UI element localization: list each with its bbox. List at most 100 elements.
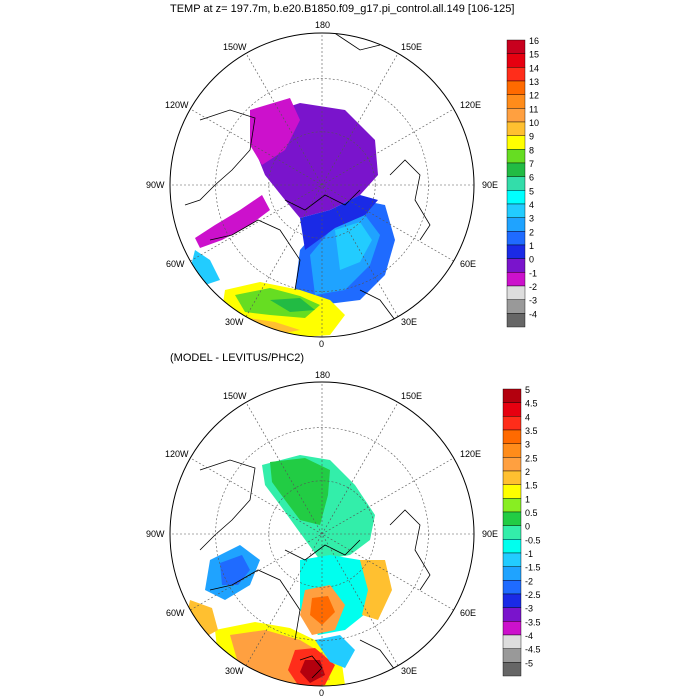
colorbar-swatch	[506, 285, 526, 300]
colorbar-swatch	[502, 621, 522, 636]
colorbar-label: 1.5	[525, 481, 538, 491]
colorbar-label: -4	[529, 309, 537, 319]
lon-label-30e: 30E	[401, 317, 417, 327]
colorbar-label: 1	[529, 241, 534, 251]
colorbar-label: 3	[529, 214, 534, 224]
colorbar-label: -5	[525, 658, 533, 668]
colorbar-label: 0.5	[525, 508, 538, 518]
colorbar-label: 12	[529, 91, 539, 101]
colorbar-swatch	[502, 593, 522, 608]
colorbar-swatch	[506, 121, 526, 136]
colorbar-label: 16	[529, 36, 539, 46]
latitude-circle	[268, 131, 376, 239]
colorbar-swatch	[502, 607, 522, 622]
colorbar-label: 15	[529, 50, 539, 60]
colorbar-label: -3	[529, 296, 537, 306]
colorbar-label: -0.5	[525, 535, 541, 545]
lon-label-90w: 90W	[146, 180, 165, 190]
lon-label-0: 0	[319, 688, 324, 698]
colorbar-label: 8	[529, 145, 534, 155]
colorbar-swatch	[506, 299, 526, 314]
colorbar-swatch	[506, 80, 526, 95]
colorbar-swatch	[506, 149, 526, 164]
colorbar-label: 4.5	[525, 399, 538, 409]
colorbar-swatch	[506, 176, 526, 191]
map-title-difference: (MODEL - LEVITUS/PHC2)	[170, 352, 305, 364]
colorbar-label: -2	[525, 576, 533, 586]
colorbar-swatch	[502, 662, 522, 677]
colorbar-swatch	[502, 525, 522, 540]
colorbar-label: 6	[529, 173, 534, 183]
colorbar-swatch	[506, 53, 526, 68]
colorbar-swatch	[502, 648, 522, 663]
lon-label-120w: 120W	[165, 100, 189, 110]
colorbar-swatch	[506, 94, 526, 109]
lon-label-60e: 60E	[460, 259, 476, 269]
colorbar-label: 11	[529, 104, 538, 114]
colorbar-swatch	[506, 135, 526, 150]
colorbar-label: -1	[529, 268, 537, 278]
colorbar-swatch	[502, 580, 522, 595]
colorbar-label: 4	[529, 200, 534, 210]
lon-label-30w: 30W	[225, 317, 244, 327]
meridian-line	[190, 108, 454, 262]
latitude-circle	[268, 480, 376, 588]
colorbar-label: -1.5	[525, 563, 541, 573]
colorbar-label: 3	[525, 440, 530, 450]
lon-label-60w: 60W	[166, 608, 185, 618]
colorbar-label: 10	[529, 118, 539, 128]
colorbar-swatch	[506, 231, 526, 246]
colorbar-swatch	[506, 313, 526, 328]
colorbar-swatch	[506, 39, 526, 54]
lon-label-0: 0	[319, 339, 324, 349]
lon-label-30w: 30W	[225, 666, 244, 676]
lon-label-30e: 30E	[401, 666, 417, 676]
lon-label-150w: 150W	[223, 42, 247, 52]
colorbar-label: 0	[529, 255, 534, 265]
colorbar-label: 7	[529, 159, 534, 169]
colorbar-swatch	[502, 511, 522, 526]
colorbar-swatch	[506, 67, 526, 82]
colorbar-swatch	[502, 552, 522, 567]
colorbar-swatch	[506, 108, 526, 123]
colorbar-label: 2	[529, 227, 534, 237]
colorbar-difference: 5 4.5 4 3.5 3 2.5 2 1.5 1 0.5 0 -0.5 -1 -1.5 -2 -2.5 -3 -…	[502, 385, 541, 677]
lon-label-60w: 60W	[166, 259, 185, 269]
colorbar-swatch	[502, 402, 522, 417]
colorbar-swatch	[506, 203, 526, 218]
lon-label-120e: 120E	[460, 100, 481, 110]
latitude-circle	[215, 78, 429, 292]
colorbar-swatch	[502, 484, 522, 499]
colorbar-swatch	[506, 244, 526, 259]
lon-label-180: 180	[315, 20, 330, 30]
meridian-line	[190, 457, 454, 611]
colorbar-label: -4	[525, 631, 533, 641]
colorbar-label: 2.5	[525, 453, 538, 463]
colorbar-swatch	[502, 566, 522, 581]
colorbar-swatch	[502, 388, 522, 403]
colorbar-label: 5	[529, 186, 534, 196]
lon-label-150e: 150E	[401, 42, 422, 52]
colorbar-swatch	[506, 272, 526, 287]
colorbar-swatch	[506, 162, 526, 177]
lon-label-90w: 90W	[146, 529, 165, 539]
lon-label-90e: 90E	[482, 529, 498, 539]
lon-label-120w: 120W	[165, 449, 189, 459]
lon-label-150w: 150W	[223, 391, 247, 401]
colorbar-swatch	[506, 217, 526, 232]
colorbar-label: 9	[529, 132, 534, 142]
colorbar-swatch	[502, 457, 522, 472]
colorbar-label: 13	[529, 77, 539, 87]
colorbar-label: -2	[529, 282, 537, 292]
colorbar-swatch	[506, 190, 526, 205]
colorbar-swatch	[502, 634, 522, 649]
colorbar-label: -1	[525, 549, 533, 559]
colorbar-swatch	[502, 429, 522, 444]
map-title-temperature: TEMP at z= 197.7m, b.e20.B1850.f09_g17.p…	[170, 3, 515, 15]
colorbar-label: 2	[525, 467, 530, 477]
colorbar-swatch	[502, 470, 522, 485]
colorbar-swatch	[502, 416, 522, 431]
lon-label-150e: 150E	[401, 391, 422, 401]
